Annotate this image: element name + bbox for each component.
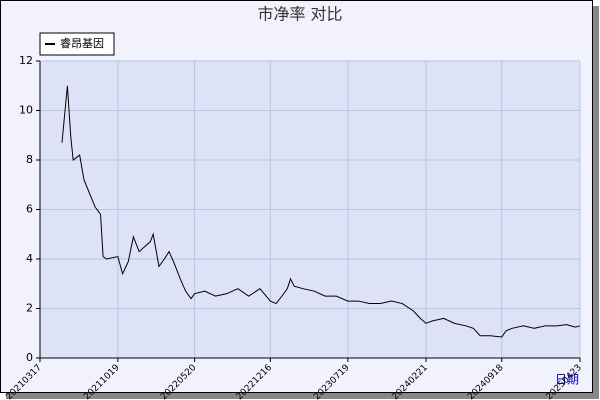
y-tick-label: 10	[19, 104, 33, 117]
shadow	[6, 393, 599, 399]
y-tick-label: 2	[26, 302, 33, 315]
y-tick-label: 0	[26, 351, 33, 364]
chart-title: 市净率 对比	[257, 5, 342, 24]
legend-label: 睿昂基因	[60, 36, 104, 50]
legend-box	[39, 32, 115, 56]
legend: 睿昂基因	[39, 32, 115, 56]
line	[61, 85, 581, 338]
y-tick-label: 4	[26, 252, 33, 265]
y-tick-label: 8	[26, 153, 33, 166]
x-axis-label: 日期	[555, 373, 579, 387]
y-tick-label: 12	[19, 54, 33, 67]
y-tick-label: 6	[26, 203, 33, 216]
shadow	[593, 6, 599, 399]
